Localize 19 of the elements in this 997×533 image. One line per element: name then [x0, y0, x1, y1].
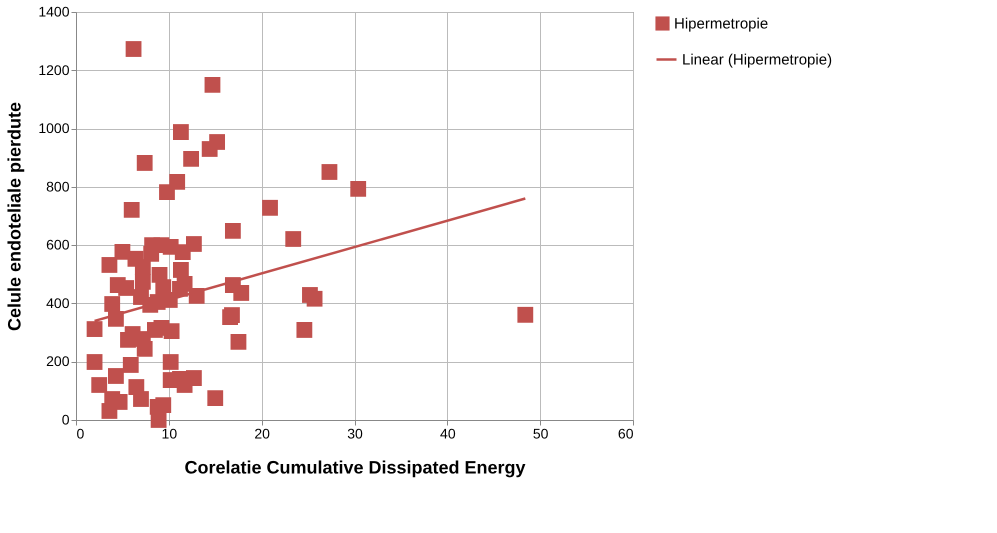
y-tick-label: 600: [46, 236, 70, 253]
y-axis-title: Celule endoteliale pierdute: [4, 102, 24, 332]
y-tick-label: 1000: [38, 120, 70, 136]
x-tick-label: 20: [254, 426, 270, 442]
x-tick-label: 60: [618, 426, 634, 442]
x-tick-label: 0: [76, 426, 84, 442]
legend-label: Linear (Hipermetropie): [682, 52, 832, 68]
y-tick-label: 1200: [38, 62, 70, 78]
y-tick-label: 1400: [38, 4, 70, 20]
x-tick-label: 40: [440, 426, 456, 442]
legend-label: Hipermetropie: [674, 16, 768, 32]
x-tick-label: 10: [162, 426, 178, 442]
y-tick-label: 400: [46, 294, 70, 311]
y-tick-label: 0: [62, 412, 70, 428]
y-tick-label: 800: [46, 178, 70, 194]
x-tick-label: 30: [347, 426, 363, 442]
y-tick-label: 200: [46, 353, 70, 370]
x-axis-title: Corelatie Cumulative Dissipated Energy: [184, 458, 526, 478]
x-tick-label: 50: [532, 426, 549, 442]
